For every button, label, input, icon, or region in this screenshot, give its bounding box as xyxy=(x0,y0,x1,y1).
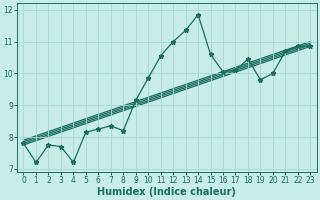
X-axis label: Humidex (Indice chaleur): Humidex (Indice chaleur) xyxy=(98,187,236,197)
